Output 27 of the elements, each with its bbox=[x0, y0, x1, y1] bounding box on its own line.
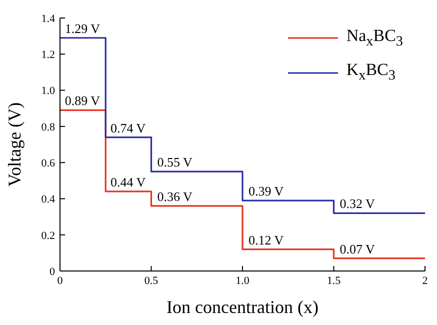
data-label: 0.07 V bbox=[340, 241, 376, 256]
data-label: 0.55 V bbox=[157, 154, 194, 170]
x-tick-label: 0.5 bbox=[144, 274, 159, 287]
x-axis-title: Ion concentration (x) bbox=[166, 297, 318, 317]
x-tick-label: 2 bbox=[422, 274, 428, 287]
legend-label: Na$_{x}$BC$_{3}$ bbox=[346, 26, 403, 50]
y-tick-label: 0.4 bbox=[41, 194, 56, 206]
y-tick-label: 0.8 bbox=[41, 121, 56, 134]
legend-label: K$_{x}$BC$_{3}$ bbox=[346, 60, 396, 85]
data-label: 0.89 V bbox=[64, 93, 101, 108]
data-label: 1.29 V bbox=[64, 20, 101, 36]
y-tick-label: 0.6 bbox=[41, 157, 56, 170]
data-label: 0.44 V bbox=[110, 174, 146, 190]
data-label: 0.74 V bbox=[110, 120, 146, 136]
data-label: 0.12 V bbox=[248, 232, 284, 248]
y-tick-label: 1.2 bbox=[41, 49, 55, 62]
x-tick-label: 1.0 bbox=[236, 274, 250, 287]
x-tick-label: 1.5 bbox=[326, 274, 342, 287]
y-tick-label: 0 bbox=[50, 266, 56, 278]
y-tick-label: 1.0 bbox=[41, 85, 56, 98]
x-tick-label: 0 bbox=[57, 274, 64, 287]
y-tick-label: 0.2 bbox=[41, 230, 55, 242]
data-label: 0.39 V bbox=[248, 184, 284, 199]
data-label: 0.36 V bbox=[157, 188, 194, 204]
data-label: 0.32 V bbox=[340, 196, 376, 212]
y-axis-title: Voltage (V) bbox=[4, 102, 24, 187]
y-tick-label: 1.4 bbox=[41, 12, 56, 25]
